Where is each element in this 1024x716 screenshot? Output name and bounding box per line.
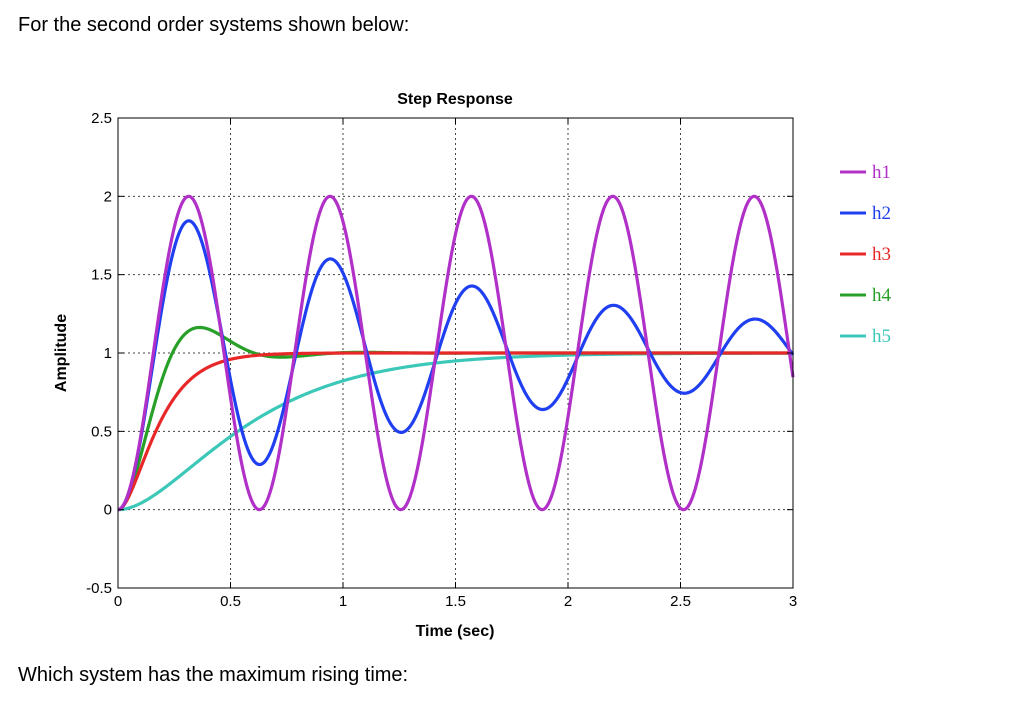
chart-title: Step Response [397,91,513,108]
legend-label-h5: h5 [872,326,891,347]
x-tick-label: 2.5 [670,593,691,610]
question-prompt: Which system has the maximum rising time… [18,664,409,686]
x-tick-label: 2 [564,593,572,610]
y-tick-label: 2 [104,188,112,205]
y-tick-label: -0.5 [86,580,112,597]
x-axis-label: Time (sec) [416,623,495,640]
x-tick-label: 0 [114,593,122,610]
series-line-h3 [117,351,794,512]
legend-label-h3: h3 [872,244,891,265]
question-intro: For the second order systems shown below… [18,14,410,36]
y-tick-label: 2.5 [91,110,112,127]
series-line-h1 [117,194,795,512]
x-tick-label: 1 [339,593,347,610]
x-tick-label: 3 [789,593,797,610]
x-tick-label: 0.5 [220,593,241,610]
legend: h1 h2 h3 h4 h5 [840,162,892,347]
y-axis-label: Amplitude [53,314,70,392]
plot-lines [117,194,795,512]
x-tick-labels: 0 0.5 1 1.5 2 2.5 3 [114,593,797,610]
y-tick-label: 0 [104,502,112,519]
legend-label-h1: h1 [872,162,891,183]
x-tick-label: 1.5 [445,593,466,610]
series-line-h2 [117,219,795,512]
y-tick-label: 0.5 [91,423,112,440]
legend-label-h2: h2 [872,203,891,224]
y-tick-label: 1.5 [91,267,112,284]
axis-ticks [117,117,794,589]
legend-label-h4: h4 [872,285,892,306]
y-tick-labels: -0.5 0 0.5 1 1.5 2 2.5 [86,110,112,597]
y-tick-label: 1 [104,345,112,362]
